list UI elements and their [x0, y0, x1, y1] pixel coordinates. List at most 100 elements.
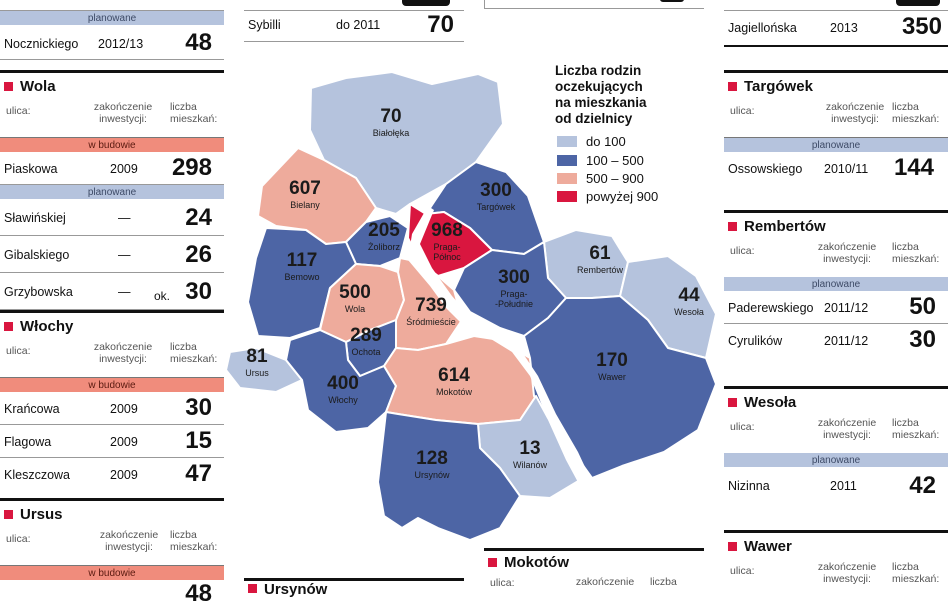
apartment-count: 350	[901, 13, 942, 40]
district-name-bemowo: Bemowo	[284, 272, 319, 282]
table-row: Sybilli do 2011 70	[244, 11, 464, 42]
apartment-count: 48	[185, 29, 212, 56]
district-name-praga_polnoc: Praga-	[433, 242, 460, 252]
district-value-wesola: 44	[678, 285, 700, 306]
district-value-wlochy: 400	[327, 373, 359, 394]
band-planned: planowane	[0, 11, 224, 25]
band-planned: planowane	[0, 185, 224, 199]
table-header: ulica: zakończenie inwestycji: liczba mies…	[730, 417, 940, 441]
district-value-bialoleka: 70	[380, 106, 401, 127]
band-in-progress: w budowie	[0, 566, 224, 580]
table-row: Gibalskiego —26	[0, 236, 224, 273]
district-name-targowek: Targówek	[477, 202, 516, 212]
district-name-praga_poludnie: -Południe	[495, 299, 533, 309]
legend-title-line-1: Liczba rodzin	[555, 63, 641, 78]
district-name-wola: Wola	[345, 304, 365, 314]
top-right-strip: Jagiellońska 2013 350	[724, 0, 948, 47]
panel-wawer: Wawer ulica: zakończenie inwestycji: licz…	[724, 530, 948, 597]
vistula-river	[408, 206, 592, 486]
table-row: Paderewskiego 2011/12 50	[724, 291, 948, 324]
legend-swatch-2	[557, 155, 577, 166]
legend-label-2: 100 – 500	[586, 153, 644, 168]
legend-swatch-3	[557, 173, 577, 184]
table-header: ulica: zakończenie inwestycji: liczba mies…	[730, 561, 940, 585]
table-row: Grzybowska — ok. 30	[0, 273, 224, 310]
panel-title: Mokotów	[484, 551, 704, 573]
district-value-praga_polnoc: 968	[431, 220, 463, 241]
street-name: Sybilli	[248, 18, 281, 32]
table-row: Flagowa 2009 15	[0, 425, 224, 458]
panel-title: Targówek	[724, 73, 948, 99]
district-name-ursus: Ursus	[245, 368, 269, 378]
panel-ursynow: Ursynów	[244, 578, 464, 598]
panel-targowek: Targówek ulica: zakończenie inwestycji: l…	[724, 70, 948, 186]
district-name-wlochy: Włochy	[328, 395, 358, 405]
band-planned: planowane	[724, 138, 948, 152]
district-name-rembertow: Rembertów	[577, 265, 624, 275]
panel-rembertow: Rembertów ulica: zakończenie inwestycji: …	[724, 210, 948, 356]
street-name: Nocznickiego	[4, 37, 79, 51]
district-value-wilanow: 13	[519, 438, 540, 459]
legend-title-line-3: na mieszkania	[555, 95, 647, 110]
district-value-mokotow: 614	[438, 365, 470, 386]
table-header: ulica: zakończenie inwestycji: liczba mies…	[0, 527, 224, 566]
table-row: 48	[185, 580, 212, 607]
table-header: ulica: zakończenie inwestycji: liczba mies…	[724, 99, 948, 138]
apartment-count: 70	[427, 11, 454, 38]
table-row: Piaskowa 2009 298	[0, 152, 224, 185]
table-header: ulica: zakończenie liczba	[490, 576, 677, 589]
district-value-bielany: 607	[289, 178, 321, 199]
warsaw-district-map: 70Białołęka607Bielany300Targówek205Żolib…	[225, 63, 717, 541]
district-value-bemowo: 117	[287, 250, 318, 271]
district-name-wilanow: Wilanów	[513, 460, 548, 470]
band-planned: planowane	[724, 453, 948, 467]
district-name-wawer: Wawer	[598, 372, 626, 382]
top-middle-right-strip	[484, 0, 704, 9]
district-name-bielany: Bielany	[290, 200, 320, 210]
panel-title: Wola	[0, 73, 224, 99]
district-value-ochota: 289	[350, 325, 382, 346]
table-header: ulica: zakończenie inwestycji: liczba mies…	[730, 241, 940, 265]
district-name-praga_poludnie: Praga-	[500, 289, 527, 299]
district-name-zoliborz: Żoliborz	[368, 242, 401, 252]
table-header: ulica: zakończenie inwestycji: liczba mies…	[0, 339, 224, 378]
table-row: Krańcowa 2009 30	[0, 392, 224, 425]
band-in-progress: w budowie	[0, 378, 224, 392]
legend-title-line-2: oczekujących	[555, 79, 643, 94]
table-row: Sławińskiej —24	[0, 199, 224, 236]
district-ursynow[interactable]	[377, 411, 521, 541]
table-row: Kleszczowa 2009 47	[4, 460, 212, 487]
legend-label-1: do 100	[586, 134, 626, 149]
panel-wesola: Wesoła ulica: zakończenie inwestycji: lic…	[724, 386, 948, 505]
district-ursus[interactable]	[225, 347, 303, 393]
panel-title: Ursus	[0, 501, 224, 527]
district-value-praga_poludnie: 300	[498, 267, 530, 288]
table-row: Cyrulików 2011/12 30	[728, 326, 936, 353]
panel-wola: Wola ulica: zakończenie inwestycji: liczb…	[0, 70, 224, 310]
district-name-mokotow: Mokotów	[436, 387, 473, 397]
district-value-wola: 500	[339, 282, 371, 303]
panel-wlochy: Włochy ulica: zakończenie inwestycji: lic…	[0, 310, 224, 490]
map-values-layer: 70Białołęka607Bielany300Targówek205Żolib…	[245, 106, 704, 480]
panel-title: Rembertów	[724, 213, 948, 239]
district-name-ochota: Ochota	[351, 347, 380, 357]
district-value-targowek: 300	[480, 180, 512, 201]
district-name-bialoleka: Białołęka	[373, 128, 410, 138]
district-value-wawer: 170	[596, 350, 628, 371]
district-name-praga_polnoc: Północ	[433, 252, 461, 262]
completion-year: 2012/13	[98, 37, 144, 51]
panel-title: Wesoła	[724, 389, 948, 415]
table-row: Jagiellońska 2013 350	[724, 11, 948, 47]
panel-ursus: Ursus ulica: zakończenie inwestycji: licz…	[0, 498, 224, 612]
district-value-rembertow: 61	[589, 243, 611, 264]
street-name: Jagiellońska	[728, 21, 797, 35]
completion-year: 2013	[830, 21, 858, 35]
panel-mokotow: Mokotów ulica: zakończenie liczba	[484, 548, 704, 593]
table-row: Nocznickiego 2012/13 48	[0, 25, 224, 60]
top-middle-strip: Sybilli do 2011 70	[244, 0, 464, 42]
legend-title-line-4: od dzielnicy	[555, 111, 633, 126]
district-value-zoliborz: 205	[368, 220, 400, 241]
table-row: Ossowskiego 2010/11 144	[728, 154, 934, 181]
table-row: Nizinna 2011 42	[728, 472, 936, 499]
legend-swatch-4	[557, 191, 577, 202]
